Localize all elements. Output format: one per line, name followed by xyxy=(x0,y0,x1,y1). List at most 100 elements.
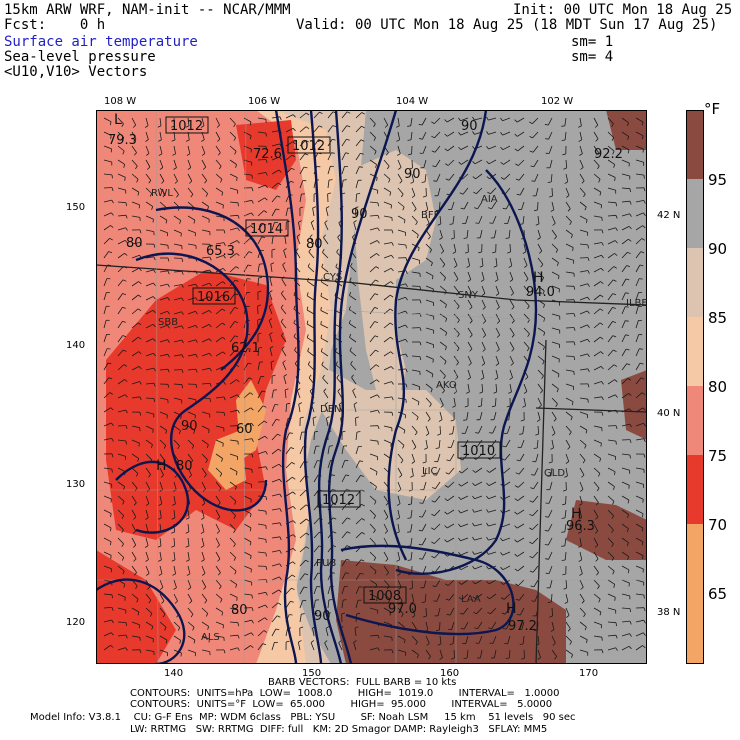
wind-barb xyxy=(280,293,287,301)
wind-barb-flag xyxy=(262,643,267,646)
wind-barb xyxy=(436,173,441,182)
wind-barb-flag xyxy=(121,529,124,534)
wind-barb-flag xyxy=(209,282,212,287)
wind-barb-flag xyxy=(458,132,461,136)
wind-barb-flag xyxy=(305,546,310,549)
wind-barb-flag xyxy=(290,447,295,450)
wind-barb xyxy=(229,439,238,442)
wind-barb xyxy=(187,283,196,287)
wind-barb-flag xyxy=(502,628,507,630)
wind-barb-flag xyxy=(445,472,449,475)
wind-barb xyxy=(516,537,525,543)
wind-barb xyxy=(369,647,378,651)
wind-barb xyxy=(173,439,180,447)
wind-barb-flag xyxy=(324,640,328,644)
wind-barb-flag xyxy=(508,265,512,268)
wind-barb xyxy=(257,420,265,427)
wind-barb-flag xyxy=(346,558,350,561)
wind-barb xyxy=(299,153,306,161)
wind-barb-flag xyxy=(415,641,418,646)
wind-barb xyxy=(439,215,442,224)
wind-barb-flag xyxy=(263,420,268,424)
wind-barb xyxy=(296,390,301,399)
wind-barb xyxy=(397,201,405,208)
wind-barb-flag xyxy=(455,278,459,282)
wind-barb-flag xyxy=(233,529,236,534)
wind-barb-flag xyxy=(385,152,389,156)
wind-barb xyxy=(103,495,112,500)
wind-barb xyxy=(549,579,553,588)
wind-barb-flag xyxy=(398,586,402,590)
wind-barb xyxy=(201,481,206,490)
wind-barb-flag xyxy=(195,284,198,288)
wind-barb-flag xyxy=(486,566,489,570)
wind-barb-flag xyxy=(153,367,156,372)
wind-barb xyxy=(488,509,497,513)
wind-barb xyxy=(523,243,527,252)
wind-barb xyxy=(478,425,483,434)
wind-barb-flag xyxy=(177,627,181,631)
wind-barb xyxy=(257,630,265,637)
wind-barb-flag xyxy=(457,333,460,338)
temp-label: 79.3 xyxy=(108,133,137,148)
wind-barb xyxy=(466,229,469,238)
wind-barb xyxy=(532,523,539,530)
wind-barb-flag xyxy=(384,530,388,534)
wind-barb xyxy=(321,351,329,357)
wind-barb xyxy=(117,173,126,178)
wind-barb xyxy=(383,117,389,126)
wind-barb-flag xyxy=(473,611,477,615)
wind-barb-flag xyxy=(542,290,545,295)
wind-barb xyxy=(425,257,433,264)
wind-barb xyxy=(411,271,420,274)
wind-barb-flag xyxy=(162,613,166,618)
wind-barb-flag xyxy=(223,412,226,416)
wind-barb-flag xyxy=(201,573,206,576)
wind-barb xyxy=(579,229,588,233)
wind-barb xyxy=(579,201,587,208)
wind-barb-flag xyxy=(123,486,125,490)
wind-barb xyxy=(159,339,168,343)
wind-barb xyxy=(579,565,583,574)
wind-barb-flag xyxy=(257,332,262,335)
wind-barb-flag xyxy=(145,517,149,520)
wind-barb-flag xyxy=(149,613,153,617)
wind-barb-flag xyxy=(110,644,114,648)
wind-barb xyxy=(564,509,567,518)
wind-barb xyxy=(607,509,614,516)
wind-barb-flag xyxy=(458,117,461,121)
wind-barb-flag xyxy=(279,563,282,568)
wind-barb xyxy=(593,117,599,126)
wind-barb-flag xyxy=(307,263,310,267)
wind-barb xyxy=(502,523,511,528)
wind-barb xyxy=(434,509,441,517)
wind-barb-flag xyxy=(458,146,462,150)
wind-barb-flag xyxy=(625,278,630,281)
wind-barb-flag xyxy=(153,269,156,274)
wind-barb-flag xyxy=(407,503,412,506)
wind-barb-flag xyxy=(390,336,394,340)
wind-barb xyxy=(229,307,235,315)
wind-barb-flag xyxy=(217,558,221,562)
wind-barb-flag xyxy=(445,598,450,601)
wind-barb xyxy=(565,215,572,223)
wind-barb xyxy=(478,215,483,224)
wind-barb xyxy=(621,423,630,427)
wind-barb xyxy=(551,635,556,644)
wind-barb xyxy=(411,467,414,476)
wind-barb xyxy=(523,397,526,406)
wind-barb-flag xyxy=(135,165,138,170)
wind-barb xyxy=(533,579,539,588)
wind-barb xyxy=(159,551,162,560)
wind-barb xyxy=(349,323,357,329)
wind-barb xyxy=(593,565,599,573)
wind-barb-flag xyxy=(265,496,268,501)
wind-barb-flag xyxy=(264,435,268,439)
wind-barb-flag xyxy=(338,640,342,644)
wind-barb xyxy=(564,117,567,126)
wind-barb-flag xyxy=(444,163,449,166)
wind-barb xyxy=(565,579,568,589)
temperature-fill-70 xyxy=(96,550,176,664)
wind-barb-flag xyxy=(320,307,322,311)
wind-barb-flag xyxy=(566,195,570,198)
